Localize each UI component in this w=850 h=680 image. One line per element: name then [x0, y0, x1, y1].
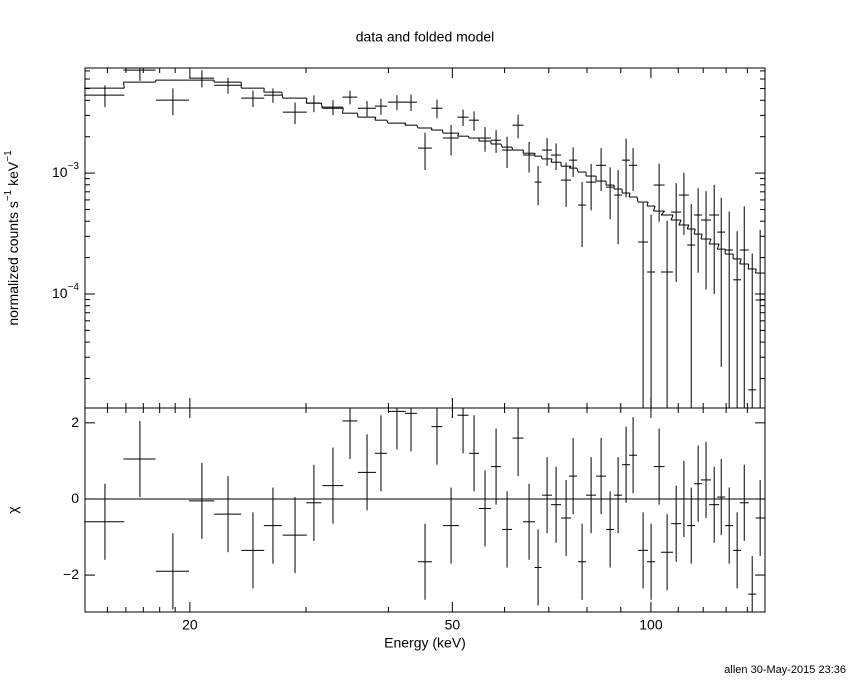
model-step-riser: [686, 224, 690, 230]
y-axis-label: χ: [5, 506, 21, 514]
model-step-riser: [747, 263, 750, 270]
model-step-riser: [678, 219, 682, 226]
y-tick-label: 10−4: [52, 282, 79, 301]
model-step-riser: [660, 210, 665, 216]
model-step-riser: [416, 125, 419, 129]
model-step-riser: [576, 167, 579, 173]
panel: 20 50 100 −2 0 2 χ: [5, 407, 766, 633]
y-tick-label-base: 0: [71, 490, 79, 506]
model-step-riser: [755, 268, 757, 274]
model-step-riser: [281, 92, 284, 99]
model-step-riser: [386, 120, 389, 124]
x-axis-label: Energy (keV): [384, 635, 466, 651]
y-axis-label-exponent: −1: [3, 189, 14, 201]
model-step-riser: [550, 158, 553, 163]
y-axis-label-text: keV: [5, 161, 21, 190]
model-step-riser: [636, 196, 639, 203]
footer: allen 30-May-2015 23:36: [724, 664, 846, 676]
y-tick-label-base: 10: [52, 285, 68, 301]
model-step-riser: [700, 233, 703, 240]
y-tick-label: −2: [63, 566, 79, 582]
model-step-riser: [457, 132, 460, 137]
x-tick-label: 50: [445, 617, 461, 633]
model-step-riser: [628, 192, 631, 198]
y-tick-label-exponent: −4: [68, 282, 80, 293]
y-axis-label-text: normalized counts s: [5, 201, 21, 326]
y-axis-label: normalized counts s−1 keV−1: [3, 150, 21, 326]
model-step-riser: [122, 82, 125, 89]
chart-title: data and folded model: [356, 29, 495, 45]
y-tick-label: 0: [71, 490, 79, 506]
model-step-riser: [653, 205, 656, 212]
y-tick-label-base: 10: [52, 164, 68, 180]
y-tick-label: 2: [71, 414, 79, 430]
y-tick-label: 10−3: [52, 161, 79, 180]
x-tick-label: 20: [182, 617, 198, 633]
model-step-riser: [500, 143, 503, 148]
model-step-riser: [541, 156, 543, 159]
plot-frame: [84, 67, 766, 409]
model-step-riser: [341, 108, 344, 114]
y-tick-label-base: 2: [71, 414, 79, 430]
model-step-riser: [320, 103, 323, 109]
model-step-riser: [693, 228, 696, 235]
model-step-riser: [739, 258, 742, 265]
model-step-riser: [646, 201, 649, 207]
y-tick-label-base: −2: [63, 566, 79, 582]
x-tick-label: 100: [639, 617, 663, 633]
model-step-riser: [716, 243, 720, 250]
y-tick-label-exponent: −3: [68, 161, 80, 172]
model-step-riser: [708, 238, 712, 245]
model-step-riser: [670, 214, 674, 221]
model-step-riser: [522, 149, 525, 154]
y-axis-label-exponent: −1: [3, 150, 14, 162]
